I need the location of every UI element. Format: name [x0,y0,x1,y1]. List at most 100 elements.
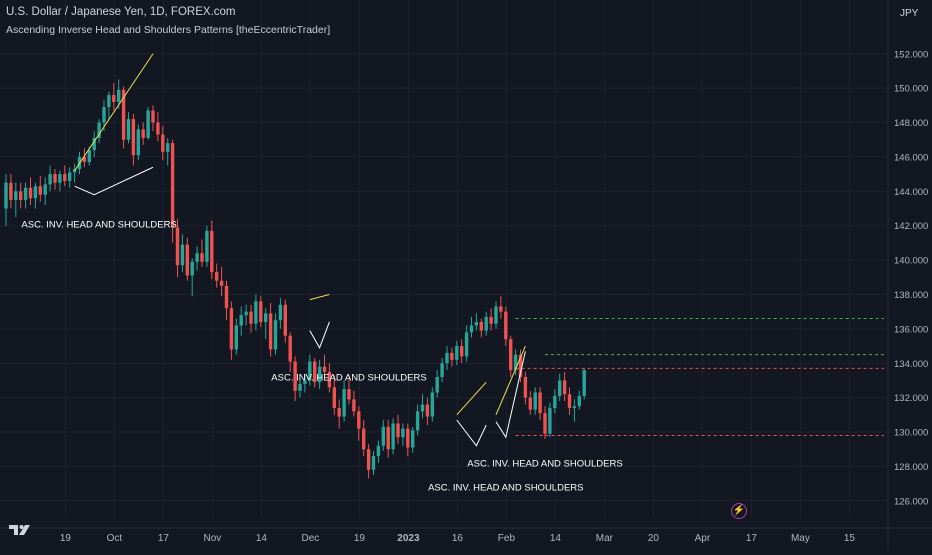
candle-body[interactable] [112,95,116,102]
candle-body[interactable] [469,325,474,333]
candle-body[interactable] [538,392,542,414]
candle-body[interactable] [406,428,410,448]
candle-body[interactable] [450,352,454,360]
candle-body[interactable] [464,332,469,357]
candle-body[interactable] [484,316,488,331]
candle-body[interactable] [528,397,532,410]
candle-body[interactable] [313,361,317,383]
candle-body[interactable] [504,311,508,340]
candle-body[interactable] [278,304,283,321]
candle-body[interactable] [288,335,292,362]
candle-body[interactable] [509,339,513,371]
candle-body[interactable] [28,187,33,199]
pattern-line-yellow[interactable] [309,293,330,301]
candle-body[interactable] [264,313,268,322]
candle-body[interactable] [518,354,523,378]
candle-body[interactable] [4,182,8,209]
candle-body[interactable] [48,174,52,185]
candle-body[interactable] [14,191,18,200]
candle-body[interactable] [92,138,96,151]
candle-body[interactable] [523,377,528,398]
candle-body[interactable] [63,174,67,181]
candle-body[interactable] [97,122,101,139]
candle-body[interactable] [254,301,258,324]
candle-body[interactable] [499,306,503,312]
candle-body[interactable] [151,110,155,123]
candle-body[interactable] [185,244,189,276]
candle-body[interactable] [371,456,376,470]
candle-body[interactable] [396,423,400,438]
candle-body[interactable] [102,107,106,123]
pattern-line-yellow[interactable] [495,345,526,416]
candle-body[interactable] [337,407,341,417]
candle-body[interactable] [401,428,405,438]
candle-body[interactable] [219,280,224,286]
candle-body[interactable] [479,321,483,331]
candle-body[interactable] [298,383,302,391]
pattern-line-yellow[interactable] [456,381,487,416]
candle-body[interactable] [513,354,518,371]
candle-body[interactable] [126,119,131,140]
candle-body[interactable] [489,316,493,324]
candle-body[interactable] [362,428,366,450]
candle-body[interactable] [420,404,425,412]
candle-body[interactable] [308,361,312,381]
candle-body[interactable] [425,404,430,417]
candle-body[interactable] [239,315,243,326]
candle-body[interactable] [200,253,204,262]
candle-body[interactable] [460,346,464,357]
pattern-annotation[interactable]: ASC. INV. HEAD AND SHOULDERS [271,372,426,383]
candle-body[interactable] [342,389,346,417]
candle-body[interactable] [117,89,121,102]
candle-body[interactable] [391,423,395,450]
candle-body[interactable] [558,380,562,396]
candle-body[interactable] [180,244,185,266]
candle-body[interactable] [327,371,332,388]
pattern-line-white[interactable] [74,166,154,196]
pattern-annotation[interactable]: ASC. INV. HEAD AND SHOULDERS [428,482,583,493]
candle-body[interactable] [366,449,371,470]
candle-body[interactable] [190,261,194,276]
candle-body[interactable] [141,129,145,139]
candle-body[interactable] [273,320,278,350]
candle-body[interactable] [38,186,42,195]
candle-body[interactable] [582,370,586,396]
candle-body[interactable] [577,395,581,407]
candle-body[interactable] [381,426,385,446]
candle-body[interactable] [533,392,537,410]
candle-body[interactable] [249,311,253,324]
candle-body[interactable] [386,426,390,450]
candle-body[interactable] [415,411,420,431]
candle-body[interactable] [170,143,175,228]
candle-body[interactable] [548,407,552,434]
candle-body[interactable] [562,380,567,395]
candle-body[interactable] [268,313,273,350]
candle-body[interactable] [435,377,439,393]
candle-body[interactable] [567,394,572,408]
pattern-line-white[interactable] [456,419,487,447]
candle-body[interactable] [161,134,165,152]
pattern-line-yellow[interactable] [74,53,154,171]
candle-body[interactable] [9,182,13,200]
candle-body[interactable] [357,411,361,429]
pattern-line-white[interactable] [309,321,330,349]
candle-body[interactable] [156,122,160,135]
candle-body[interactable] [352,399,356,412]
candle-body[interactable] [19,191,23,200]
candle-body[interactable] [224,285,229,309]
candle-body[interactable] [82,156,87,163]
candle-body[interactable] [543,413,547,434]
candle-body[interactable] [195,253,199,262]
candle-body[interactable] [322,366,327,372]
candle-body[interactable] [107,95,111,108]
candle-body[interactable] [53,174,57,183]
candle-body[interactable] [553,395,557,408]
candle-body[interactable] [455,346,459,360]
pattern-annotation[interactable]: ASC. INV. HEAD AND SHOULDERS [21,219,176,230]
candle-body[interactable] [411,430,415,448]
candle-body[interactable] [430,392,434,417]
candle-body[interactable] [121,89,126,140]
candle-body[interactable] [146,110,150,139]
candle-body[interactable] [259,301,263,322]
